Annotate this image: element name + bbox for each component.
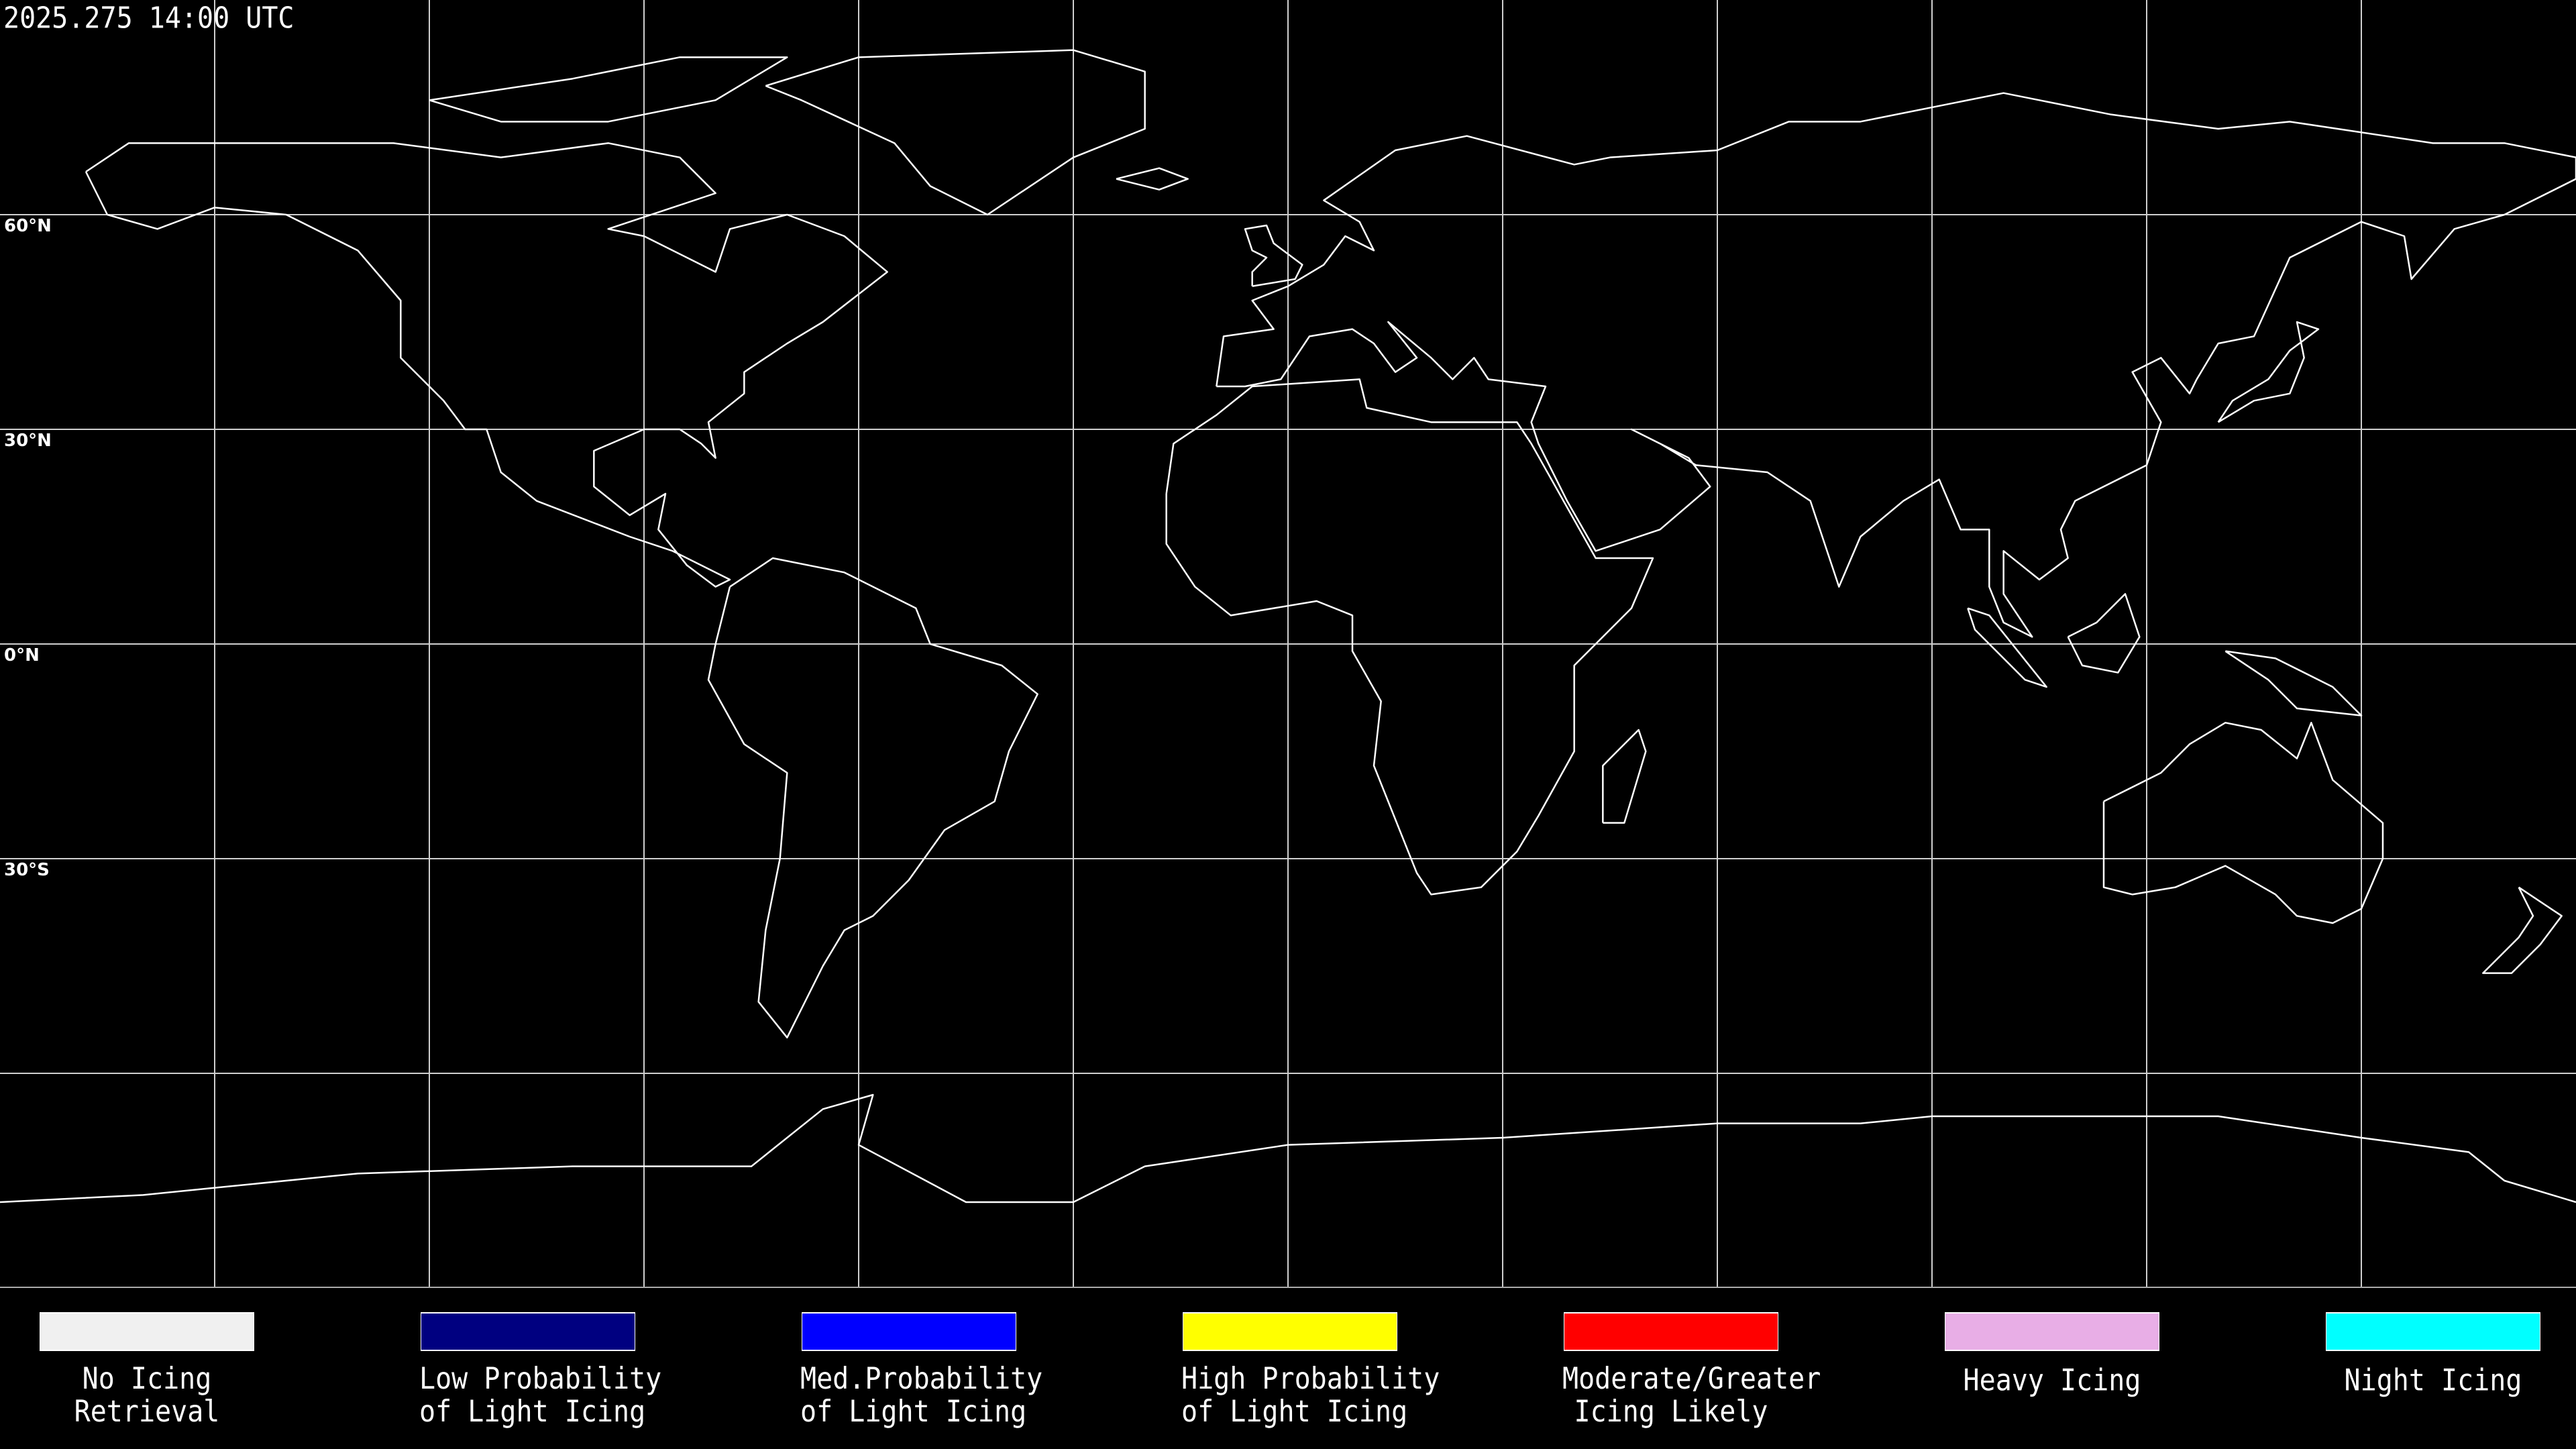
legend-label-line1: High Probability [1181, 1361, 1440, 1397]
coastline-arctic-islands [429, 56, 788, 123]
coastline-north-america [85, 142, 888, 588]
legend-label-line1: No Icing [82, 1361, 212, 1397]
legend-item-high-probability: High Probability of Light Icing [1181, 1312, 1440, 1428]
coastline-eurasia [1216, 92, 2576, 638]
legend-item-moderate-greater: Moderate/Greater Icing Likely [1562, 1312, 1821, 1428]
legend-item-night-icing: Night Icing [2324, 1312, 2542, 1398]
legend-swatch [1183, 1312, 1397, 1351]
legend-swatch [421, 1312, 635, 1351]
legend-label-line2: of Light Icing [800, 1394, 1027, 1430]
lat-label-60n: 60°N [4, 216, 52, 236]
legend-label-line2: Icing Likely [1574, 1394, 1768, 1430]
legend-label-line1: Low Probability [419, 1361, 662, 1397]
lat-label-30s: 30°S [4, 860, 50, 880]
legend-swatch [1564, 1312, 1778, 1351]
legend-item-med-probability: Med.Probability of Light Icing [800, 1312, 1042, 1428]
legend: No Icing Retrieval Low Probability of Li… [0, 1288, 2576, 1449]
graticule [0, 0, 2576, 1288]
coastline-japan [2217, 321, 2320, 423]
legend-label-line1: Moderate/Greater [1562, 1361, 1821, 1397]
map-border [0, 1287, 2576, 1288]
legend-item-low-probability: Low Probability of Light Icing [419, 1312, 661, 1428]
legend-item-no-icing: No Icing Retrieval [38, 1312, 256, 1428]
coastline-africa [1165, 378, 1654, 896]
legend-label-line1: Heavy Icing [1963, 1363, 2141, 1398]
legend-item-heavy-icing: Heavy Icing [1943, 1312, 2161, 1398]
lat-label-30n: 30°N [4, 431, 52, 451]
legend-swatch [802, 1312, 1016, 1351]
map-overlay [0, 0, 2576, 1288]
coastline-borneo [2067, 593, 2141, 674]
coastline-britain [1244, 224, 1303, 287]
coastline-new-guinea [2224, 650, 2363, 716]
legend-swatch [40, 1312, 254, 1351]
coastline-australia [2102, 722, 2384, 924]
coastline-greenland [765, 49, 1146, 216]
legend-label-line2: of Light Icing [419, 1394, 646, 1430]
coastline-south-america [707, 557, 1038, 1038]
coastlines [0, 49, 2576, 1203]
coastline-madagascar [1602, 729, 1647, 824]
legend-swatch [1945, 1312, 2159, 1351]
icing-map: 2025.275 14:00 UTC 60°N 30°N 0°N 30°S [0, 0, 2576, 1288]
coastline-antarctica [0, 1093, 2576, 1203]
legend-swatch [2326, 1312, 2540, 1351]
lat-label-0n: 0°N [4, 645, 40, 665]
legend-label-line2: Retrieval [74, 1394, 220, 1430]
legend-label-line1: Med.Probability [800, 1361, 1043, 1397]
coastline-new-zealand [2482, 886, 2563, 974]
coastline-iceland [1116, 167, 1189, 191]
coastline-sumatra [1967, 607, 2047, 688]
legend-label-line2: of Light Icing [1181, 1394, 1408, 1430]
timestamp: 2025.275 14:00 UTC [3, 1, 294, 36]
legend-label-line1: Night Icing [2344, 1363, 2522, 1398]
